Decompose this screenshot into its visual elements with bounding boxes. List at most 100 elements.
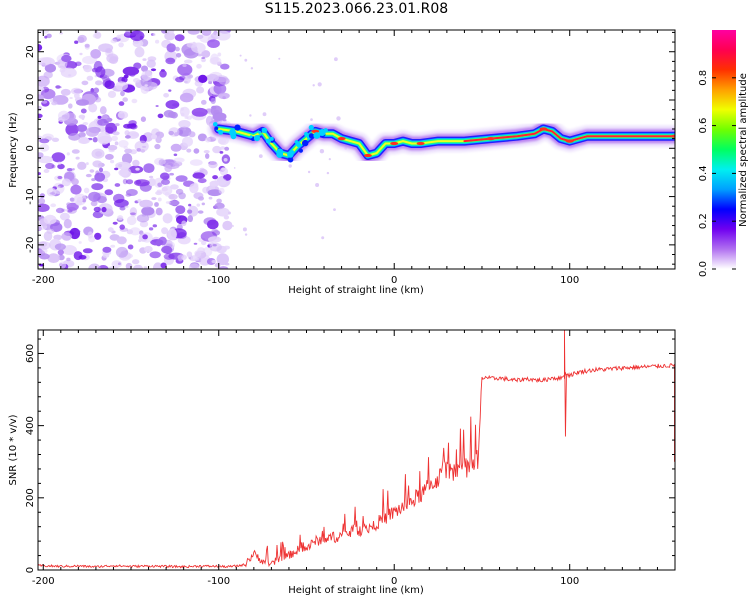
noise-blob	[38, 203, 50, 212]
snr-spike	[563, 330, 567, 437]
ridge-blob	[218, 129, 224, 135]
ridge-hotspot	[671, 134, 675, 138]
noise-blob	[188, 203, 192, 207]
noise-blob	[319, 149, 325, 154]
noise-blob	[133, 78, 140, 83]
noise-blob	[196, 203, 201, 207]
noise-blob	[117, 215, 124, 221]
noise-blob	[152, 262, 163, 269]
noise-blob	[250, 67, 254, 70]
noise-blob	[315, 183, 320, 187]
noise-blob	[46, 228, 55, 234]
noise-blob	[57, 161, 62, 165]
noise-blob	[214, 177, 227, 186]
ridge-blob	[308, 133, 315, 139]
noise-blob	[278, 57, 281, 60]
noise-blob	[79, 52, 83, 56]
noise-blob	[83, 187, 90, 194]
ridge-blob	[313, 132, 321, 139]
ridge-peak	[463, 127, 675, 143]
noise-blob	[162, 213, 173, 224]
noise-blob	[223, 215, 230, 220]
noise-blob	[210, 97, 216, 104]
noise-blob	[125, 189, 138, 196]
noise-blob	[38, 155, 53, 164]
noise-blob	[97, 118, 109, 126]
noise-blob	[173, 157, 185, 163]
noise-blob	[59, 212, 70, 221]
noise-blob	[175, 76, 185, 83]
noise-blob	[39, 143, 50, 152]
colorbar-tick-label: 0.2	[698, 213, 709, 229]
noise-blob	[216, 253, 229, 266]
noise-blob	[97, 115, 102, 119]
noise-blob	[178, 192, 186, 200]
noise-blob	[71, 149, 80, 154]
noise-blob	[114, 167, 119, 171]
noise-blob	[114, 199, 129, 208]
ridge-blob	[304, 132, 309, 137]
noise-blob	[118, 42, 124, 48]
noise-blob	[115, 81, 128, 91]
noise-blob	[175, 175, 188, 182]
noise-blob	[179, 92, 194, 103]
noise-blob	[213, 83, 227, 95]
ridge-blob	[258, 130, 262, 134]
noise-blob	[170, 143, 182, 152]
noise-blob	[75, 156, 80, 160]
noise-blob	[66, 152, 70, 156]
noise-blob	[86, 75, 94, 81]
noise-blob	[76, 197, 84, 203]
noise-blob	[217, 52, 222, 57]
noise-blob	[110, 159, 115, 164]
noise-blob	[170, 184, 179, 190]
noise-blob	[59, 32, 64, 35]
noise-blob	[189, 183, 199, 194]
noise-blob	[177, 63, 193, 76]
noise-blob	[38, 172, 41, 176]
colorbar-tick-label: 0.4	[698, 165, 709, 181]
noise-blob	[194, 250, 202, 258]
noise-blob	[173, 132, 180, 137]
noise-blob	[207, 219, 219, 230]
noise-blob	[215, 30, 231, 41]
noise-blob	[54, 243, 66, 251]
noise-blob	[82, 206, 87, 210]
noise-blob	[66, 202, 71, 207]
noise-blob	[55, 207, 65, 214]
noise-blob	[239, 54, 242, 57]
colorbar-ticks: 0.0 0.2 0.4 0.6 0.8	[698, 70, 736, 277]
noise-blob	[149, 175, 154, 179]
noise-blob	[167, 228, 177, 241]
noise-blob	[125, 135, 131, 139]
noise-blob	[115, 161, 132, 170]
noise-blob	[75, 229, 81, 234]
noise-blob	[317, 82, 322, 87]
ridge-hotspot	[337, 137, 346, 141]
noise-blob	[58, 116, 66, 123]
x-tick-label: 100	[560, 576, 579, 587]
noise-blob	[152, 33, 156, 37]
ridge-hotspot	[565, 139, 574, 143]
noise-blob	[117, 262, 121, 266]
noise-blob	[77, 34, 87, 43]
ridge-hotspot	[390, 141, 399, 146]
noise-blob	[312, 84, 315, 87]
noise-blob	[201, 99, 207, 105]
noise-blob	[44, 63, 57, 73]
noise-blob	[60, 67, 77, 78]
noise-blob	[160, 262, 167, 269]
noise-blob	[107, 227, 114, 233]
ridge-blob	[265, 138, 271, 144]
noise-blob	[249, 114, 252, 117]
colorbar-tick-label: 0.6	[698, 118, 709, 134]
noise-blob	[119, 206, 126, 211]
noise-blob	[336, 116, 341, 121]
noise-blob	[114, 123, 120, 127]
noise-blob	[214, 202, 225, 210]
noise-blob	[164, 191, 170, 197]
noise-blob	[328, 158, 331, 161]
noise-blob	[125, 179, 134, 185]
noise-blob	[73, 251, 83, 261]
noise-blob	[205, 153, 210, 159]
